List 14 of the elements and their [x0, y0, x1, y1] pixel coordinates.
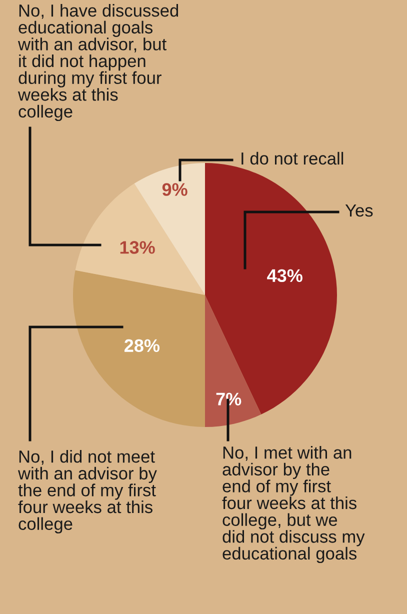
data-label: 13% [120, 241, 155, 254]
slice-label: No, I did not meet with an advisor by the end of my first four weeks at this college [18, 450, 157, 534]
pie-slice [205, 295, 262, 427]
pie-slice [73, 270, 205, 427]
slice-label: Yes [345, 204, 373, 217]
data-label: 9% [162, 183, 188, 196]
data-label: 43% [267, 269, 302, 282]
slice-label: No, I met with an advisor by the end of my first four weeks at this college, but we did not discuss my educational goals [222, 446, 365, 564]
pie-slice [75, 184, 205, 295]
data-label: 7% [216, 392, 242, 406]
pie-slice [205, 163, 337, 414]
slice-label: I do not recall [242, 152, 344, 165]
slice-label: No, I have discussed educational goals with an advisor, but it did not happen during my first four weeks at this college [18, 4, 178, 122]
data-label: 28% [124, 339, 160, 352]
